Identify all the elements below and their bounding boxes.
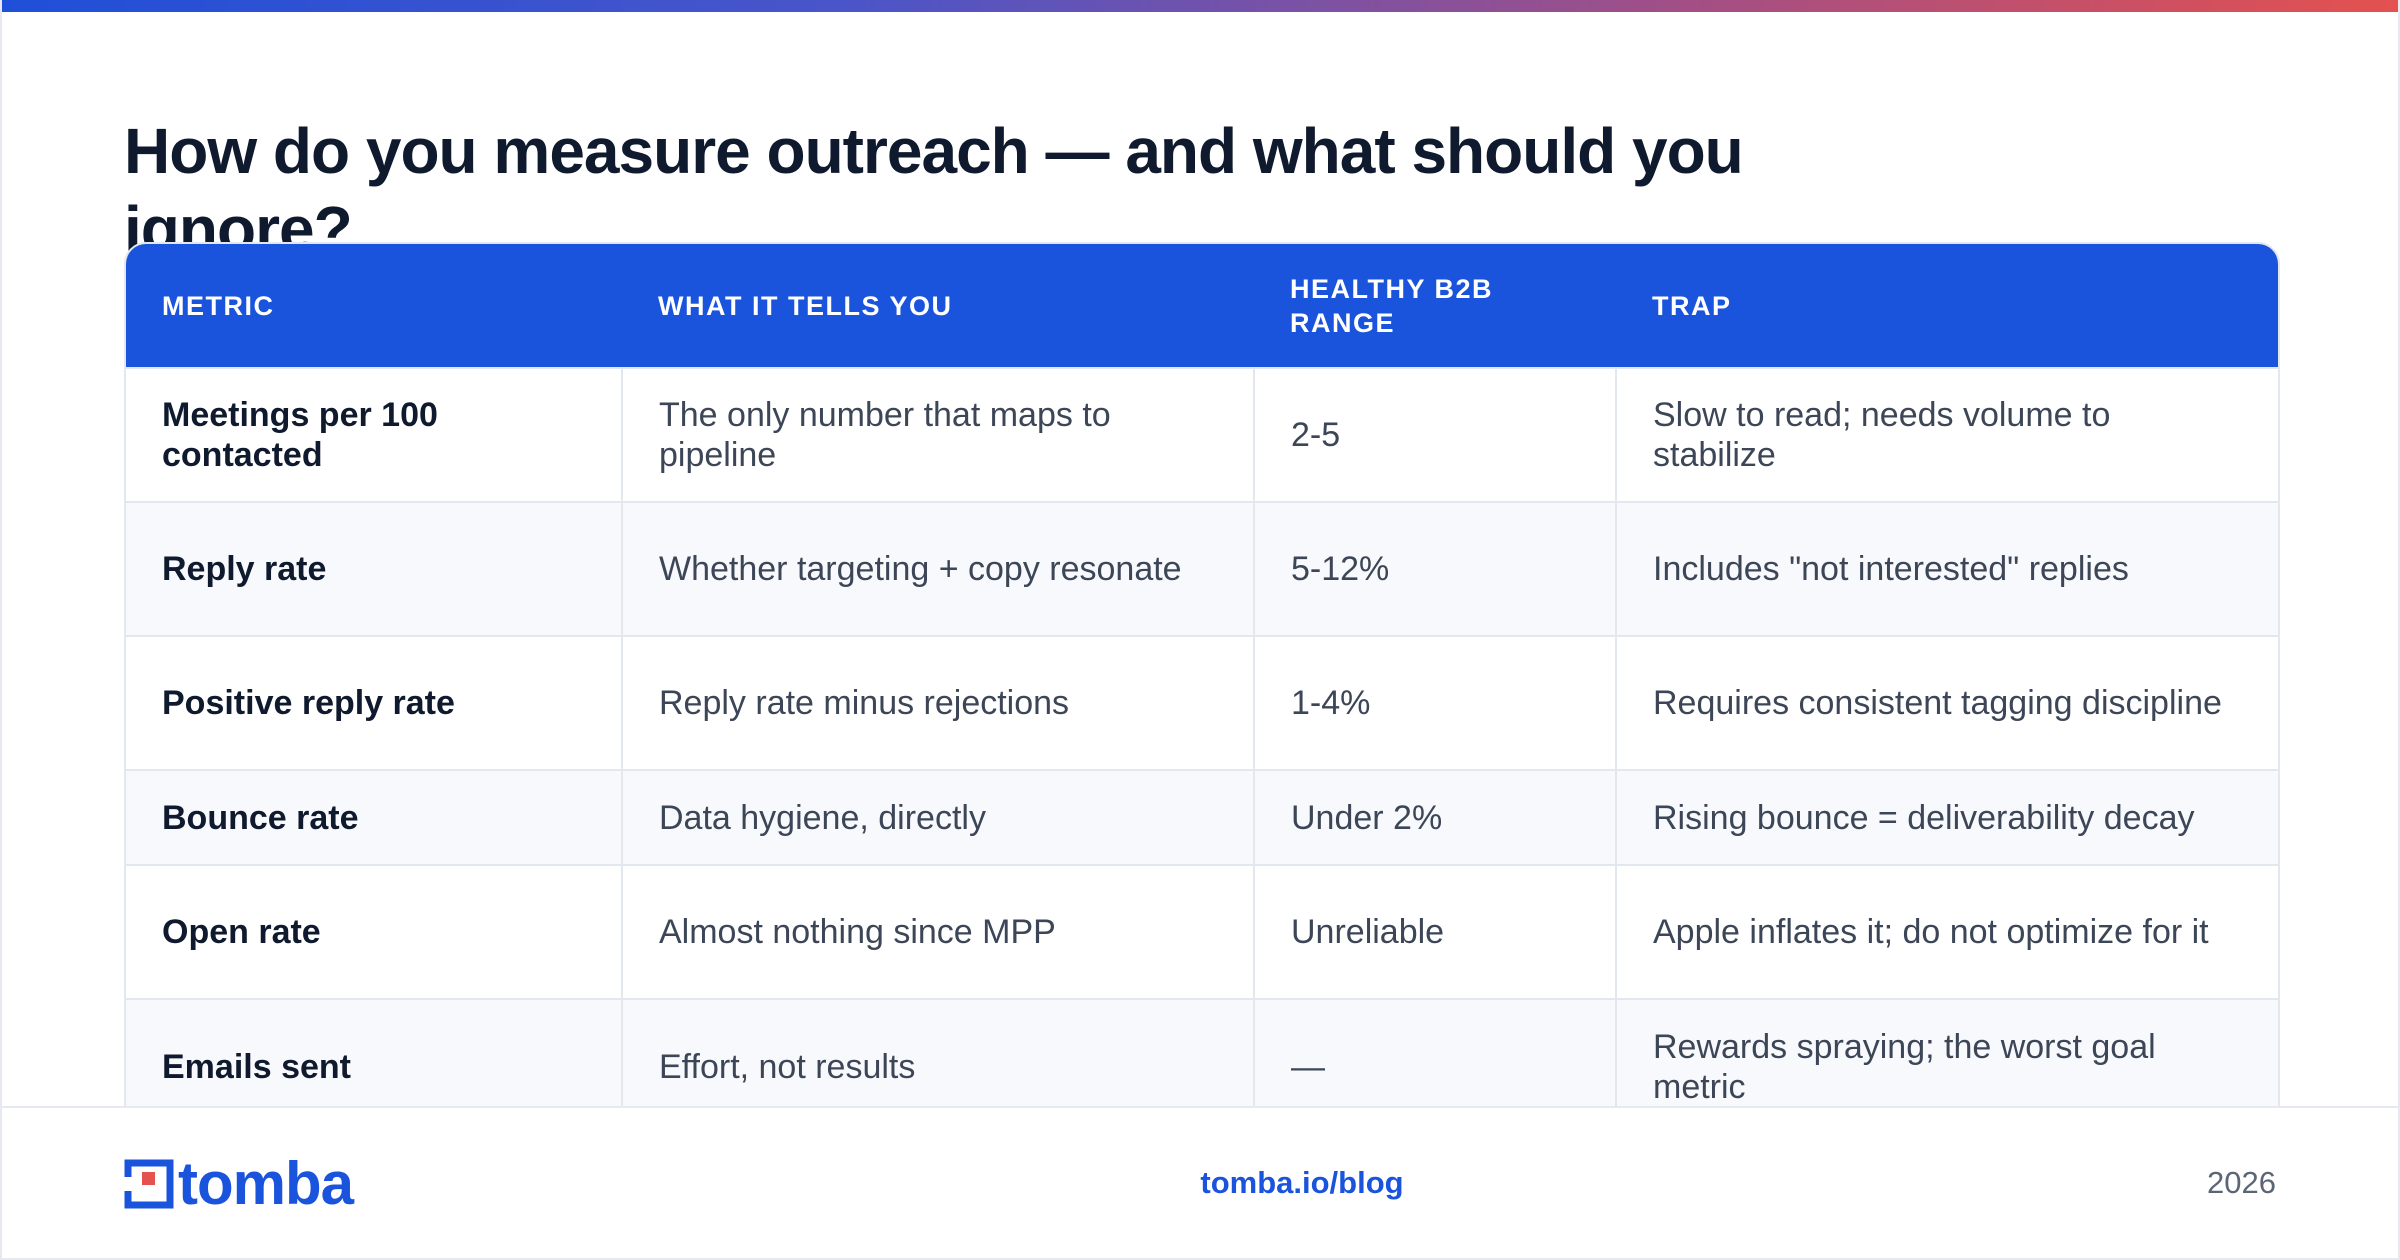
table-row: Positive reply rate Reply rate minus rej…: [126, 636, 2278, 770]
table-row: Meetings per 100 contacted The only numb…: [126, 368, 2278, 502]
cell-tells: Data hygiene, directly: [621, 770, 1254, 865]
cell-trap: Slow to read; needs volume to stabilize: [1615, 368, 2278, 502]
gradient-top-bar: [2, 0, 2398, 12]
footer-divider: [2, 1106, 2398, 1108]
cell-range: 5-12%: [1253, 502, 1616, 636]
table-row: Bounce rate Data hygiene, directly Under…: [126, 770, 2278, 865]
table-header-row: METRIC WHAT IT TELLS YOU HEALTHY B2B RAN…: [126, 244, 2278, 368]
table-row: Reply rate Whether targeting + copy reso…: [126, 502, 2278, 636]
tomba-logo: tomba: [124, 1150, 354, 1217]
cell-metric: Reply rate: [162, 550, 327, 588]
cell-trap: Rising bounce = deliverability decay: [1615, 770, 2278, 865]
header-what-it-tells-you: WHAT IT TELLS YOU: [658, 290, 953, 321]
cell-range: 2-5: [1253, 368, 1616, 502]
table-row: Open rate Almost nothing since MPP Unrel…: [126, 865, 2278, 999]
cell-metric: Emails sent: [162, 1047, 351, 1086]
blog-link[interactable]: tomba.io/blog: [1200, 1165, 1404, 1200]
page-title: How do you measure outreach — and what s…: [124, 115, 1744, 265]
cell-metric: Open rate: [162, 913, 321, 951]
cell-trap: Includes "not interested" replies: [1615, 502, 2278, 636]
cell-metric: Meetings per 100 contacted: [162, 396, 438, 474]
metrics-table: METRIC WHAT IT TELLS YOU HEALTHY B2B RAN…: [124, 242, 2280, 1134]
header-healthy-range: HEALTHY B2B RANGE: [1290, 273, 1494, 338]
footer: [2, 1108, 2398, 1258]
cell-range: Unreliable: [1253, 865, 1616, 999]
cell-range: Under 2%: [1253, 770, 1616, 865]
cell-metric: Bounce rate: [162, 798, 359, 837]
cell-trap: Requires consistent tagging discipline: [1615, 636, 2278, 770]
logo-text: tomba: [178, 1150, 354, 1217]
cell-range: 1-4%: [1253, 636, 1616, 770]
header-trap: TRAP: [1652, 290, 1732, 321]
footer-year: 2026: [2207, 1165, 2276, 1200]
cell-tells: Reply rate minus rejections: [621, 636, 1254, 770]
cell-trap: Apple inflates it; do not optimize for i…: [1615, 865, 2278, 999]
cell-tells: Almost nothing since MPP: [621, 865, 1254, 999]
cell-tells: Whether targeting + copy resonate: [621, 502, 1254, 636]
header-metric: METRIC: [162, 290, 275, 321]
tomba-logo-icon: [124, 1159, 174, 1209]
cell-tells: The only number that maps to pipeline: [621, 368, 1254, 502]
cell-metric: Positive reply rate: [162, 684, 455, 722]
